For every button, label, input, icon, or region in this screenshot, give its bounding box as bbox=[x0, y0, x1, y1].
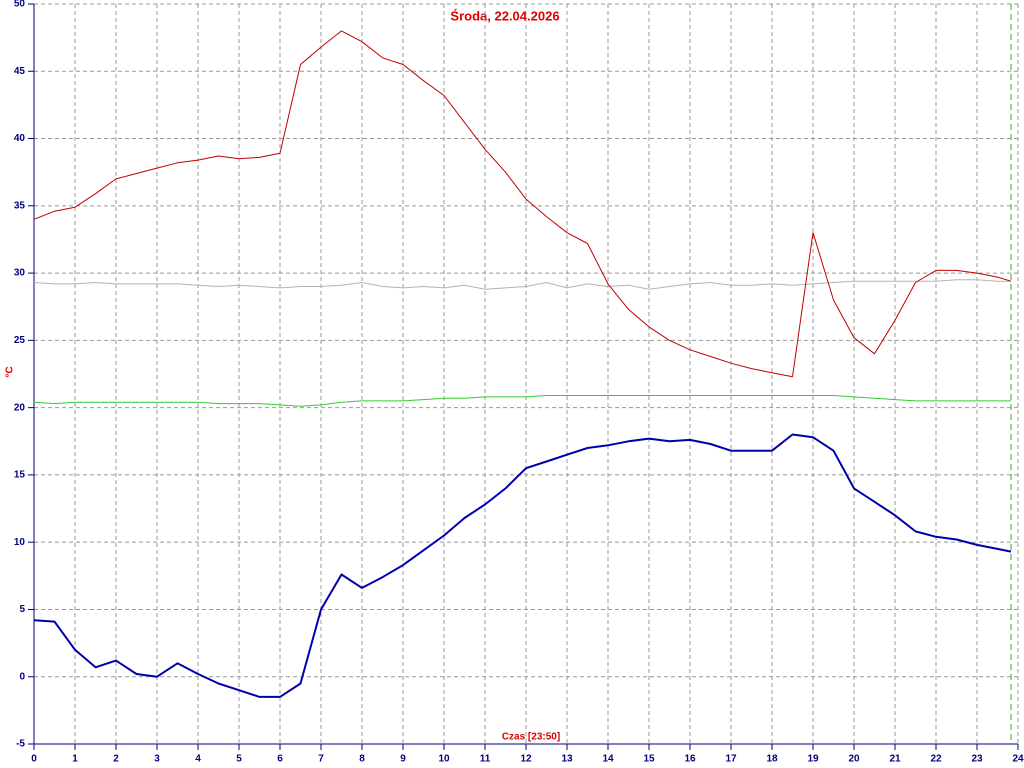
x-tick-label: 22 bbox=[930, 754, 942, 765]
x-tick-label: 23 bbox=[971, 754, 983, 765]
x-tick-label: 10 bbox=[438, 754, 450, 765]
x-tick-label: 17 bbox=[725, 754, 737, 765]
series-line bbox=[33, 30, 1012, 378]
x-tick-label: 16 bbox=[684, 754, 696, 765]
x-tick-label: 5 bbox=[236, 754, 242, 765]
y-tick-label: 0 bbox=[19, 671, 25, 682]
series-line bbox=[33, 433, 1012, 698]
x-tick-label: 3 bbox=[154, 754, 160, 765]
x-tick-label: 6 bbox=[277, 754, 283, 765]
x-tick-label: 9 bbox=[400, 754, 406, 765]
x-tick-label: 21 bbox=[889, 754, 901, 765]
x-tick-label: 11 bbox=[480, 754, 491, 765]
x-tick-label: 15 bbox=[643, 754, 655, 765]
y-tick-label: 15 bbox=[14, 470, 26, 481]
y-tick-label: 35 bbox=[14, 200, 26, 211]
x-tick-label: 7 bbox=[318, 754, 324, 765]
x-tick-label: 20 bbox=[848, 754, 860, 765]
y-tick-label: 40 bbox=[14, 133, 26, 144]
y-axis-label: °C bbox=[5, 366, 16, 377]
x-tick-label: 18 bbox=[766, 754, 778, 765]
x-tick-label: 24 bbox=[1012, 754, 1024, 765]
x-tick-label: 0 bbox=[31, 754, 37, 765]
y-tick-label: 25 bbox=[14, 335, 26, 346]
y-tick-label: 30 bbox=[14, 268, 26, 279]
y-tick-label: 5 bbox=[19, 604, 25, 615]
chart-title: Środa, 22.04.2026 bbox=[450, 8, 559, 23]
x-tick-label: 14 bbox=[602, 754, 614, 765]
x-tick-label: 4 bbox=[195, 754, 201, 765]
x-tick-label: 1 bbox=[72, 754, 78, 765]
x-axis-label: Czas [23:50] bbox=[502, 732, 560, 743]
x-tick-label: 13 bbox=[561, 754, 573, 765]
x-tick-label: 12 bbox=[520, 754, 532, 765]
y-tick-label: -5 bbox=[16, 739, 25, 750]
x-tick-label: 19 bbox=[807, 754, 819, 765]
x-tick-label: 8 bbox=[359, 754, 365, 765]
y-tick-label: 20 bbox=[14, 402, 26, 413]
x-tick-label: 2 bbox=[113, 754, 119, 765]
y-tick-label: 50 bbox=[14, 0, 26, 10]
y-tick-label: 45 bbox=[14, 66, 26, 77]
series-line bbox=[33, 279, 1011, 290]
series-line bbox=[33, 395, 1011, 407]
y-tick-label: 10 bbox=[14, 537, 26, 548]
